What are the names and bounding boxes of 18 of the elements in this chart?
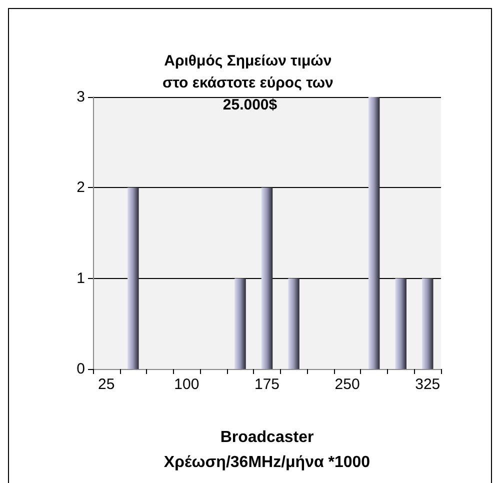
bar bbox=[395, 278, 406, 369]
y-tick-label: 1 bbox=[76, 270, 85, 287]
x-axis-title: Broadcaster Χρέωση/36MHz/μήνα *1000 bbox=[164, 429, 370, 471]
y-tick-label: 3 bbox=[76, 88, 85, 106]
bar bbox=[261, 188, 273, 369]
y-tick-label: 2 bbox=[76, 179, 85, 196]
x-tick-label: 250 bbox=[334, 376, 360, 393]
bar bbox=[288, 278, 300, 369]
chart-title: Αριθμός Σημείων τιμών στο εκάστοτε εύρος των 25.000$ bbox=[162, 52, 338, 114]
x-tick-label: 175 bbox=[254, 376, 280, 393]
x-tick-label: 25 bbox=[98, 376, 115, 393]
bar bbox=[128, 188, 139, 369]
x-tick-label: 100 bbox=[174, 376, 200, 393]
bar bbox=[234, 278, 246, 369]
bar bbox=[368, 97, 380, 369]
bar bbox=[422, 278, 434, 369]
y-tick-label: 0 bbox=[76, 360, 85, 378]
x-tick-label: 325 bbox=[415, 376, 440, 393]
